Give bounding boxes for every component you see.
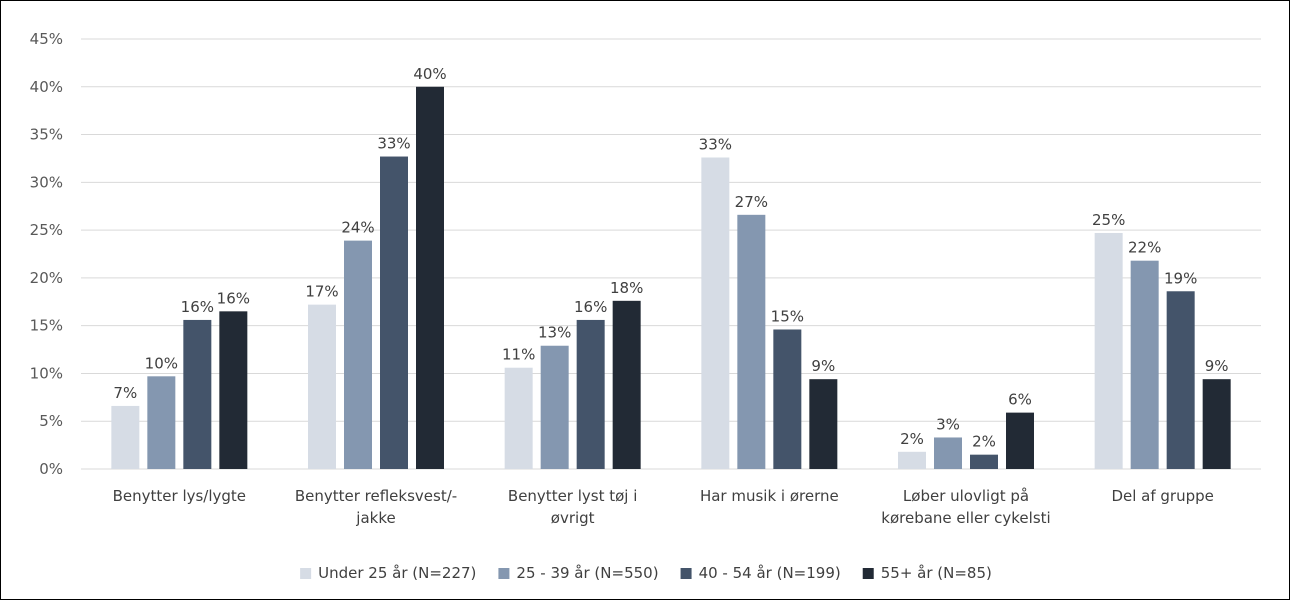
x-category-label: Benytter refleksvest/- — [295, 487, 457, 505]
y-tick-label: 15% — [30, 317, 63, 335]
bar — [970, 454, 998, 469]
bar — [737, 214, 766, 469]
x-category-label: Benytter lys/lygte — [113, 487, 246, 505]
data-label: 9% — [1205, 357, 1229, 375]
data-label: 17% — [305, 283, 338, 301]
data-label: 11% — [502, 346, 535, 364]
data-label: 18% — [610, 279, 643, 297]
data-label: 33% — [377, 135, 410, 153]
data-label: 2% — [900, 430, 924, 448]
data-label: 22% — [1128, 239, 1161, 257]
y-tick-label: 45% — [30, 30, 63, 48]
bar — [219, 311, 248, 469]
legend-label: 25 - 39 år (N=550) — [516, 564, 658, 582]
y-tick-label: 0% — [39, 460, 63, 478]
data-label: 16% — [217, 289, 250, 307]
y-tick-label: 35% — [30, 126, 63, 144]
data-label: 10% — [145, 354, 178, 372]
legend-swatch — [680, 568, 692, 579]
x-category-label: øvrigt — [551, 509, 595, 527]
data-label: 27% — [735, 193, 768, 211]
bar — [111, 405, 140, 469]
data-label: 24% — [341, 219, 374, 237]
bar — [898, 451, 926, 469]
bar — [773, 329, 802, 469]
legend-item: 55+ år (N=85) — [862, 564, 992, 582]
data-label: 7% — [113, 384, 137, 402]
data-label: 40% — [413, 65, 446, 83]
bar — [183, 319, 212, 469]
gridlines — [81, 38, 1261, 470]
bar — [540, 345, 569, 469]
y-tick-label: 30% — [30, 173, 63, 191]
y-tick-label: 40% — [30, 78, 63, 96]
legend-label: 40 - 54 år (N=199) — [699, 564, 841, 582]
legend-item: 25 - 39 år (N=550) — [498, 564, 659, 582]
bar — [344, 240, 372, 469]
data-label: 3% — [936, 415, 960, 433]
data-labels: 7%10%16% 16% 17%24%33%40%11%13%16%18%33%27… — [113, 65, 1228, 451]
y-tick-label: 5% — [39, 412, 63, 430]
legend: Under 25 år (N=227) 25 - 39 år (N=550) 40 … — [300, 564, 992, 582]
bar — [416, 86, 444, 470]
x-category-label: Har musik i ørerne — [700, 487, 839, 505]
bar — [308, 304, 336, 469]
data-label: 19% — [1164, 269, 1197, 287]
x-axis-categories: Benytter lys/lygte Benytter refleksvest/-… — [113, 487, 1214, 527]
legend-item: Under 25 år (N=227) — [300, 564, 476, 582]
bar — [380, 156, 408, 470]
x-category-label: Del af gruppe — [1111, 487, 1213, 505]
x-category-label: Løber ulovligt på — [903, 487, 1029, 505]
data-label: 6% — [1008, 391, 1032, 409]
bars — [111, 86, 1231, 470]
bar — [1094, 232, 1123, 469]
x-category-label: jakke — [355, 509, 395, 527]
bar — [1130, 260, 1159, 469]
y-tick-label: 25% — [30, 221, 63, 239]
data-label: 15% — [771, 307, 804, 325]
bar — [934, 437, 962, 469]
y-tick-label: 10% — [30, 364, 63, 382]
data-label: 13% — [538, 324, 571, 342]
bar — [1006, 412, 1034, 469]
legend-label: Under 25 år (N=227) — [318, 564, 476, 582]
data-label: 16% — [181, 298, 214, 316]
legend-swatch — [862, 568, 874, 579]
y-axis-ticks: 0% 5% 10% 15% 20% 25% 30% 35% 40% 45% — [30, 30, 63, 478]
data-label: 16% — [574, 298, 607, 316]
legend-label: 55+ år (N=85) — [881, 564, 992, 582]
bar — [1202, 379, 1231, 469]
bar — [576, 319, 605, 469]
legend-swatch — [300, 568, 312, 579]
data-label: 25% — [1092, 211, 1125, 229]
bar — [147, 376, 176, 469]
legend-swatch — [498, 568, 510, 579]
x-category-label: kørebane eller cykelsti — [881, 509, 1050, 527]
bar — [809, 379, 838, 469]
bar — [504, 367, 533, 469]
data-label: 9% — [811, 357, 835, 375]
bar — [701, 157, 730, 469]
data-label: 2% — [972, 433, 996, 451]
bar — [1166, 291, 1195, 469]
y-tick-label: 20% — [30, 269, 63, 287]
x-category-label: Benytter lyst tøj i — [508, 487, 638, 505]
bar — [612, 300, 641, 469]
data-label: 33% — [699, 135, 732, 153]
legend-item: 40 - 54 år (N=199) — [680, 564, 841, 582]
